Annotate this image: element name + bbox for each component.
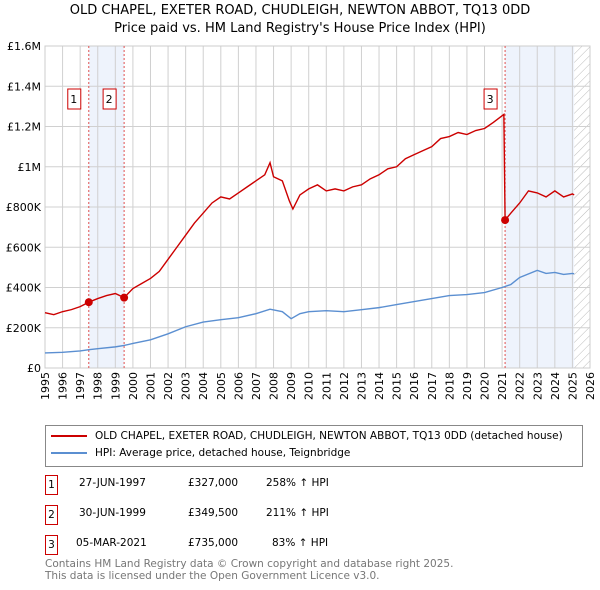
- x-tick-label: 2012: [338, 372, 351, 400]
- x-tick-label: 1997: [74, 372, 87, 400]
- x-tick-label: 2017: [426, 372, 439, 400]
- footer-line: This data is licensed under the Open Gov…: [45, 570, 380, 582]
- chart-subtitle: Price paid vs. HM Land Registry's House …: [114, 21, 486, 36]
- marker-label: 1: [70, 93, 77, 106]
- x-tick-label: 2014: [373, 372, 386, 400]
- y-tick-label: £200K: [6, 322, 42, 335]
- x-tick-label: 2000: [127, 372, 140, 400]
- x-tick-label: 2013: [355, 372, 368, 400]
- legend-blue-label: HPI: Average price, detached house, Teig…: [95, 447, 351, 459]
- x-tick-label: 2016: [408, 372, 421, 400]
- x-tick-label: 2015: [391, 372, 404, 400]
- marker-badge: 1: [45, 475, 58, 495]
- x-tick-label: 2025: [566, 372, 579, 400]
- x-tick-label: 2006: [232, 372, 245, 400]
- transaction-row: 3 05-MAR-2021 £735,000 83% ↑ HPI: [45, 535, 445, 555]
- legend-red-label: OLD CHAPEL, EXETER ROAD, CHUDLEIGH, NEWT…: [95, 430, 563, 442]
- x-tick-label: 2003: [180, 372, 193, 400]
- price-paid-line: [44, 113, 575, 316]
- transaction-date: 27-JUN-1997: [79, 477, 146, 489]
- hpi-line: [44, 269, 575, 354]
- x-tick-label: 2005: [215, 372, 228, 400]
- transaction-hpi: 211% ↑ HPI: [266, 507, 329, 519]
- x-tick-label: 2021: [496, 372, 509, 400]
- x-tick-label: 2022: [514, 372, 527, 400]
- y-tick-label: £600K: [6, 241, 42, 254]
- x-tick-label: 2020: [479, 372, 492, 400]
- transaction-hpi: 258% ↑ HPI: [266, 477, 329, 489]
- x-tick-label: 2010: [303, 372, 316, 400]
- transaction-hpi: 83% ↑ HPI: [272, 537, 329, 549]
- marker-label: 2: [106, 93, 113, 106]
- x-tick-label: 2023: [531, 372, 544, 400]
- x-tick-label: 2008: [268, 372, 281, 400]
- x-tick-label: 1995: [39, 372, 52, 400]
- x-tick-label: 1999: [109, 372, 122, 400]
- y-tick-label: £1.4M: [7, 80, 41, 93]
- y-tick-label: £1.6M: [7, 40, 41, 53]
- x-tick-label: 1998: [92, 372, 105, 400]
- x-tick-label: 2018: [443, 372, 456, 400]
- plot-border: [44, 45, 591, 369]
- transaction-price: £735,000: [188, 537, 239, 549]
- x-tick-label: 2004: [197, 372, 210, 400]
- marker-label-box: [483, 88, 498, 110]
- transaction-price: £349,500: [188, 507, 239, 519]
- sale-point: [501, 216, 510, 225]
- x-tick-label: 2001: [144, 372, 157, 400]
- chart-title: OLD CHAPEL, EXETER ROAD, CHUDLEIGH, NEWT…: [69, 3, 531, 18]
- x-tick-label: 2007: [250, 372, 263, 400]
- y-tick-label: £400K: [6, 282, 42, 295]
- legend-blue-line: [51, 452, 87, 454]
- x-tick-label: 1996: [57, 372, 70, 400]
- legend: OLD CHAPEL, EXETER ROAD, CHUDLEIGH, NEWT…: [45, 425, 583, 467]
- footer-line: Contains HM Land Registry data © Crown c…: [45, 558, 454, 570]
- marker-label: 3: [487, 93, 494, 106]
- transaction-date: 30-JUN-1999: [79, 507, 146, 519]
- y-tick-label: £0: [27, 362, 41, 375]
- marker-badge: 2: [45, 505, 58, 525]
- x-tick-label: 2002: [162, 372, 175, 400]
- marker-label-box: [67, 88, 82, 110]
- marker-badge: 3: [45, 535, 58, 555]
- marker-label-box: [102, 88, 117, 110]
- x-tick-label: 2026: [584, 372, 597, 400]
- x-tick-label: 2024: [549, 372, 562, 400]
- y-tick-label: £1M: [18, 161, 42, 174]
- sale-point: [120, 293, 129, 302]
- footer: Contains HM Land Registry data © Crown c…: [45, 558, 453, 582]
- x-tick-label: 2019: [461, 372, 474, 400]
- transaction-row: 2 30-JUN-1999 £349,500 211% ↑ HPI: [45, 505, 445, 525]
- y-tick-label: £800K: [6, 201, 42, 214]
- price-chart: 1995 1996 1997 1998 1999 2000 2001 2002 2003 2004…: [6, 40, 597, 400]
- x-tick-label: 2011: [320, 372, 333, 400]
- transaction-date: 05-MAR-2021: [76, 537, 147, 549]
- y-tick-label: £1.2M: [7, 121, 41, 134]
- x-tick-label: 2009: [285, 372, 298, 400]
- legend-red-line: [51, 435, 87, 437]
- transaction-row: 1 27-JUN-1997 £327,000 258% ↑ HPI: [45, 475, 445, 495]
- sale-point: [84, 298, 93, 307]
- transaction-price: £327,000: [188, 477, 239, 489]
